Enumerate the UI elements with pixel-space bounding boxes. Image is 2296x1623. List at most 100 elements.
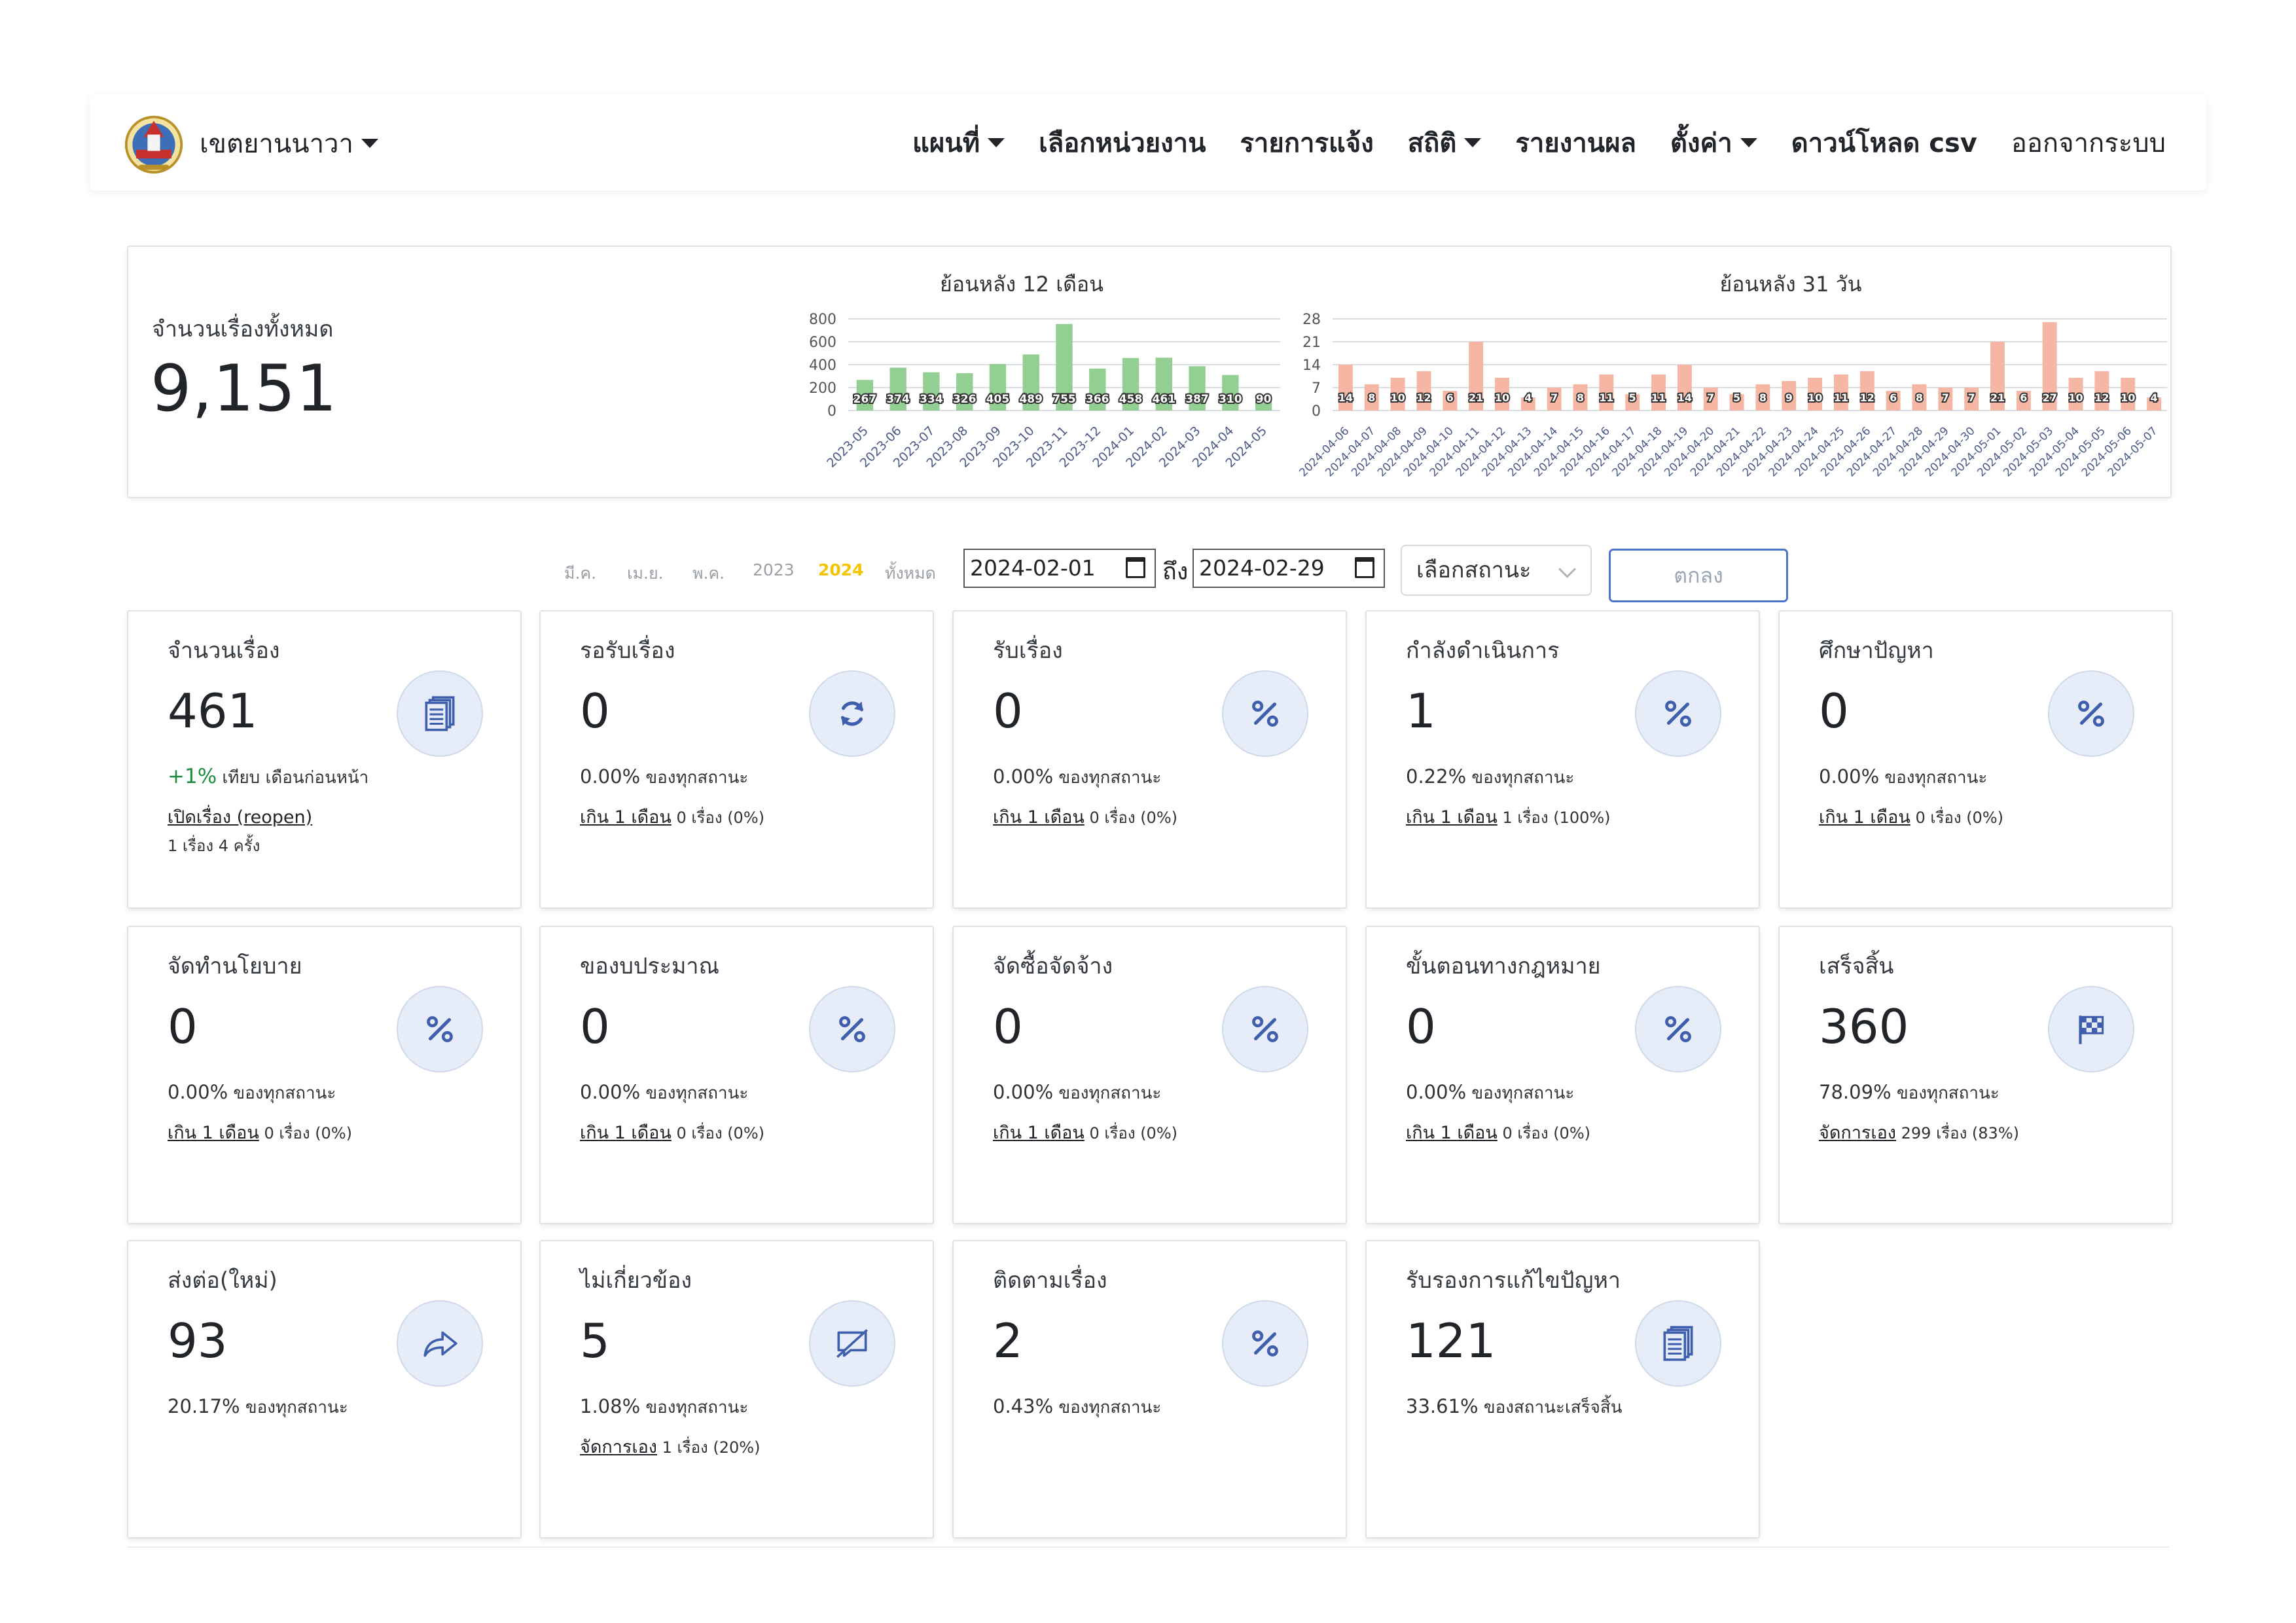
chart-bar[interactable] bbox=[2016, 391, 2031, 410]
chart-bar[interactable] bbox=[2068, 378, 2083, 410]
card-detail-link[interactable]: จัดการเอง bbox=[1819, 1123, 1896, 1143]
status-card[interactable]: จัดทำนโยบาย 0 0.00% ของทุกสถานะ เกิน 1 เดือ… bbox=[127, 926, 522, 1224]
status-card[interactable]: รับเรื่อง 0 0.00% ของทุกสถานะ เกิน 1 เดือน … bbox=[952, 610, 1347, 909]
chart-bar[interactable] bbox=[1416, 371, 1431, 410]
data-label: 6 bbox=[1890, 392, 1897, 404]
chart-bar[interactable] bbox=[1122, 357, 1139, 410]
status-card[interactable]: ขั้นตอนทางกฎหมาย 0 0.00% ของทุกสถานะ เกิน 1… bbox=[1365, 926, 1760, 1224]
status-card[interactable]: ส่งต่อ(ใหม่) 93 20.17% ของทุกสถานะ bbox=[127, 1240, 522, 1539]
status-card[interactable]: ของบประมาณ 0 0.00% ของทุกสถานะ เกิน 1 เดือน… bbox=[539, 926, 934, 1224]
chart-bar[interactable] bbox=[1573, 384, 1588, 410]
chart-bar[interactable] bbox=[1808, 378, 1823, 410]
chart-bar[interactable] bbox=[2094, 371, 2109, 410]
chart-bar[interactable] bbox=[1964, 388, 1979, 410]
status-card[interactable]: ศึกษาปัญหา 0 0.00% ของทุกสถานะ เกิน 1 เดือน… bbox=[1778, 610, 2173, 909]
nav-item-3[interactable]: สถิติ bbox=[1408, 122, 1482, 164]
card-detail-text: 1 เรื่อง (20%) bbox=[657, 1438, 761, 1457]
chart-bar[interactable] bbox=[1912, 384, 1927, 410]
nav-item-1[interactable]: เลือกหน่วยงาน bbox=[1039, 122, 1206, 164]
filter-link-3[interactable]: 2023 bbox=[753, 560, 795, 579]
chart-bar[interactable] bbox=[1651, 374, 1666, 410]
nav-item-5[interactable]: ตั้งค่า bbox=[1670, 122, 1757, 164]
status-card[interactable]: รับรองการแก้ไขปัญหา 121 33.61% ของสถานะเสร… bbox=[1365, 1240, 1760, 1539]
date-from-input[interactable]: 2024-02-01 bbox=[963, 549, 1156, 588]
chart-bar[interactable] bbox=[989, 364, 1007, 410]
card-detail-link[interactable]: เกิน 1 เดือน bbox=[168, 1123, 259, 1143]
calendar-icon[interactable] bbox=[1355, 557, 1374, 578]
chart-bar[interactable] bbox=[1056, 323, 1073, 410]
status-select[interactable]: เลือกสถานะ bbox=[1401, 545, 1592, 596]
chart-bar[interactable] bbox=[1469, 342, 1484, 410]
chart-bar[interactable] bbox=[1338, 365, 1353, 410]
chart-bar[interactable] bbox=[1990, 342, 2005, 410]
chart-bar[interactable] bbox=[1443, 391, 1458, 410]
status-card[interactable]: เสร็จสิ้น 360 78.09% ของทุกสถานะ จัดการเอง … bbox=[1778, 926, 2173, 1224]
chart-bar[interactable] bbox=[1782, 381, 1797, 410]
card-title: จัดซื้อจัดจ้าง bbox=[993, 953, 1113, 979]
status-card[interactable]: จำนวนเรื่อง 461 +1% เทียบ เดือนก่อนหน้า เปิ… bbox=[127, 610, 522, 909]
chart-bar[interactable] bbox=[856, 380, 874, 410]
nav-item-0[interactable]: แผนที่ bbox=[912, 122, 1005, 164]
card-percentage: 1.08% ของทุกสถานะ bbox=[580, 1394, 748, 1421]
filter-link-0[interactable]: มี.ค. bbox=[564, 564, 597, 583]
data-label: 21 bbox=[1469, 392, 1483, 404]
y-tick-label: 28 bbox=[1302, 312, 1321, 328]
card-detail-link[interactable]: เกิน 1 เดือน bbox=[580, 807, 672, 828]
chart-bar[interactable] bbox=[1155, 357, 1172, 410]
chart-bar[interactable] bbox=[1729, 394, 1744, 410]
chart-bar[interactable] bbox=[1022, 354, 1039, 410]
chart-bar[interactable] bbox=[1833, 374, 1848, 410]
filter-link-1[interactable]: เม.ย. bbox=[627, 564, 664, 583]
card-detail-link[interactable]: เกิน 1 เดือน bbox=[580, 1123, 672, 1143]
chart-bar[interactable] bbox=[1520, 397, 1535, 410]
chart-bar[interactable] bbox=[1189, 366, 1206, 410]
card-detail-link[interactable]: เกิน 1 เดือน bbox=[1406, 1123, 1498, 1143]
chart-bar[interactable] bbox=[923, 372, 940, 410]
card-detail-link[interactable]: เกิน 1 เดือน bbox=[1819, 807, 1910, 828]
status-card[interactable]: ติดตามเรื่อง 2 0.43% ของทุกสถานะ bbox=[952, 1240, 1347, 1539]
chart-bar[interactable] bbox=[1547, 388, 1562, 410]
chart-bar[interactable] bbox=[1625, 394, 1640, 410]
chart-bar[interactable] bbox=[1938, 388, 1953, 410]
filter-link-4[interactable]: 2024 bbox=[818, 560, 864, 579]
data-label: 7 bbox=[1707, 392, 1714, 404]
chart-bar[interactable] bbox=[2042, 322, 2057, 410]
chart-bar[interactable] bbox=[1255, 400, 1272, 410]
chart-bar[interactable] bbox=[1886, 391, 1901, 410]
card-detail-text: 0 เรื่อง (0%) bbox=[1084, 1124, 1177, 1142]
chart-bar[interactable] bbox=[1390, 378, 1405, 410]
status-card[interactable]: รอรับเรื่อง 0 0.00% ของทุกสถานะ เกิน 1 เดือ… bbox=[539, 610, 934, 909]
card-detail-link[interactable]: เกิน 1 เดือน bbox=[993, 807, 1085, 828]
chart-bar[interactable] bbox=[1599, 374, 1614, 410]
data-label: 27 bbox=[2043, 392, 2057, 404]
card-detail-link[interactable]: จัดการเอง bbox=[580, 1437, 657, 1457]
card-detail-link[interactable]: เกิน 1 เดือน bbox=[993, 1123, 1085, 1143]
nav-item-2[interactable]: รายการแจ้ง bbox=[1240, 122, 1373, 164]
status-card[interactable]: กำลังดำเนินการ 1 0.22% ของทุกสถานะ เกิน 1 เ… bbox=[1365, 610, 1760, 909]
card-detail-link[interactable]: เกิน 1 เดือน bbox=[1406, 807, 1498, 828]
submit-button[interactable]: ตกลง bbox=[1609, 549, 1788, 602]
chart-bar[interactable] bbox=[1089, 368, 1106, 410]
chart-bar[interactable] bbox=[889, 367, 906, 410]
chart-bar[interactable] bbox=[1859, 371, 1874, 410]
chart-bar[interactable] bbox=[1495, 378, 1509, 410]
chart-bar[interactable] bbox=[1703, 388, 1718, 410]
chart-bar[interactable] bbox=[1222, 374, 1239, 410]
nav-item-6[interactable]: ดาวน์โหลด csv bbox=[1791, 122, 1977, 164]
filter-link-2[interactable]: พ.ค. bbox=[692, 564, 725, 583]
chart-bar[interactable] bbox=[1677, 365, 1692, 410]
filter-link-5[interactable]: ทั้งหมด bbox=[885, 564, 936, 583]
brand-dropdown[interactable]: เขตยานนาวา bbox=[122, 113, 378, 174]
chart-bar[interactable] bbox=[1755, 384, 1770, 410]
status-card[interactable]: จัดซื้อจัดจ้าง 0 0.00% ของทุกสถานะ เกิน 1 เ… bbox=[952, 926, 1347, 1224]
chart-bar[interactable] bbox=[956, 373, 973, 410]
chart-bar[interactable] bbox=[1364, 384, 1379, 410]
date-to-input[interactable]: 2024-02-29 bbox=[1193, 549, 1385, 588]
card-detail-link[interactable]: เปิดเรื่อง (reopen) bbox=[168, 807, 313, 828]
calendar-icon[interactable] bbox=[1126, 557, 1145, 578]
nav-item-4[interactable]: รายงานผล bbox=[1515, 122, 1636, 164]
logout-link[interactable]: ออกจากระบบ bbox=[2011, 128, 2166, 158]
chart-bar[interactable] bbox=[2147, 397, 2162, 410]
status-card[interactable]: ไม่เกี่ยวข้อง 5 1.08% ของทุกสถานะ จัดการเอง… bbox=[539, 1240, 934, 1539]
chart-bar[interactable] bbox=[2121, 378, 2136, 410]
